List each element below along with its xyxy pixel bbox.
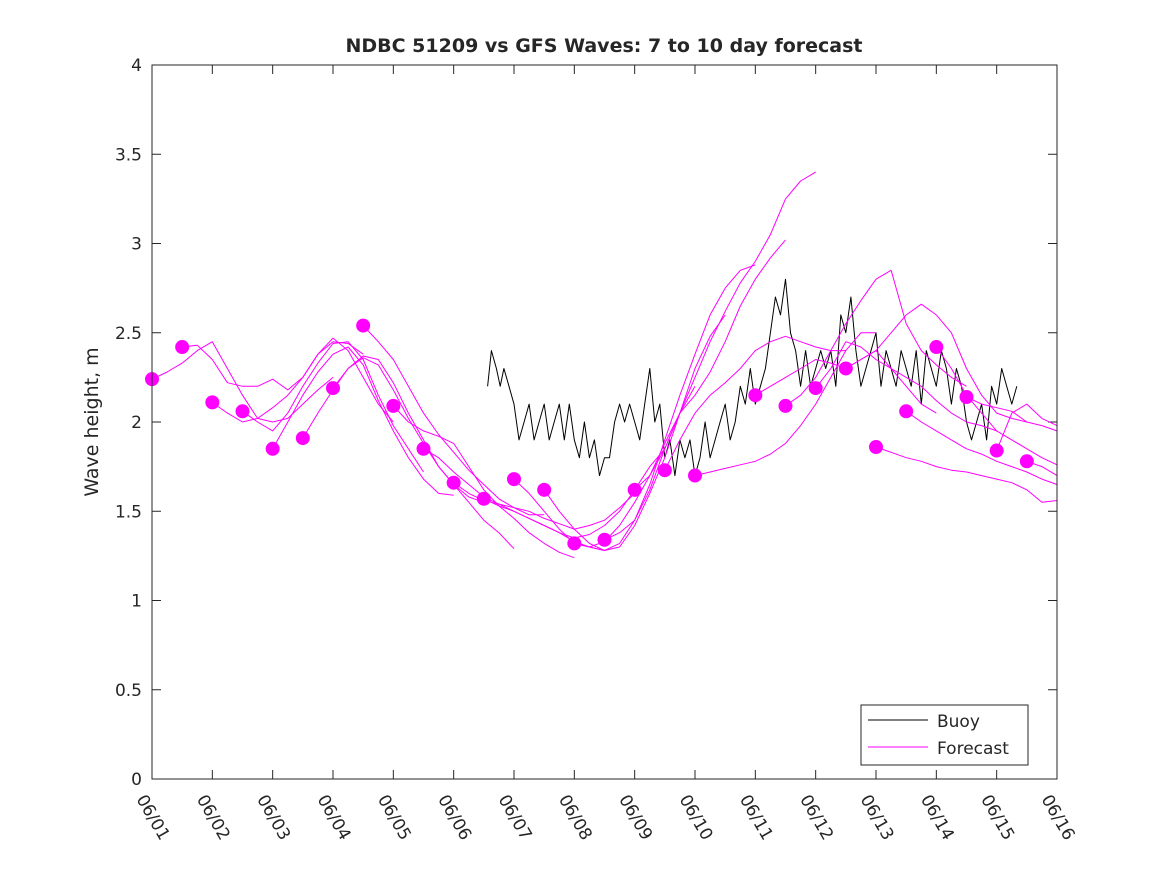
- forecast-series-line: [966, 396, 1058, 432]
- forecast-series-line: [242, 341, 424, 473]
- forecast-marker: [869, 439, 883, 454]
- forecast-series-line: [664, 335, 846, 471]
- forecast-marker: [778, 398, 793, 413]
- legend-box: [860, 704, 1029, 766]
- y-tick-label: 1.5: [115, 502, 142, 522]
- y-axis-ticks: 0 0.5 1 1.5 2 2.5 3 3.5 4: [115, 56, 1057, 790]
- forecast-series-line: [604, 239, 786, 541]
- forecast-marker: [627, 482, 642, 497]
- forecast-marker: [326, 381, 340, 396]
- forecast-marker: [205, 395, 220, 410]
- y-tick-label: 0: [131, 770, 142, 790]
- forecast-marker: [1019, 454, 1034, 469]
- forecast-series-line: [815, 341, 997, 432]
- y-tick-label: 0.5: [115, 681, 142, 701]
- y-tick-label: 2: [131, 413, 142, 433]
- y-tick-label: 3.5: [115, 145, 142, 165]
- forecast-markers: [145, 318, 1034, 551]
- y-tick-label: 4: [131, 56, 142, 76]
- forecast-series-line: [694, 332, 876, 477]
- y-tick-label: 1: [131, 592, 142, 612]
- forecast-marker: [507, 472, 521, 487]
- y-tick-label: 2.5: [115, 324, 142, 344]
- forecast-series-line: [935, 346, 1058, 466]
- forecast-series-line: [785, 269, 967, 407]
- forecast-marker: [416, 441, 431, 456]
- forecast-series-line: [875, 446, 1058, 503]
- forecast-series-line: [151, 341, 334, 423]
- forecast-series-line: [634, 171, 816, 491]
- forecast-series-line: [332, 355, 515, 550]
- forecast-marker: [446, 475, 461, 490]
- forecast-marker: [597, 532, 612, 547]
- forecast-series-line: [182, 341, 364, 391]
- legend: Buoy Forecast: [860, 704, 1029, 766]
- legend-label-buoy: Buoy: [937, 712, 980, 732]
- forecast-marker: [356, 318, 371, 333]
- forecast-marker: [476, 491, 491, 506]
- forecast-series-line: [905, 410, 1058, 485]
- forecast-marker: [175, 340, 190, 355]
- forecast-marker: [235, 404, 250, 419]
- forecast-series-line: [996, 403, 1058, 451]
- legend-label-forecast: Forecast: [937, 739, 1009, 759]
- chart-title: NDBC 51209 vs GFS Waves: 7 to 10 day for…: [345, 35, 862, 57]
- forecast-marker: [989, 443, 1004, 458]
- forecast-marker: [567, 536, 582, 551]
- forecast-marker: [838, 361, 853, 376]
- forecast-series-line: [392, 405, 575, 559]
- forecast-marker: [808, 381, 823, 396]
- forecast-marker: [386, 398, 401, 413]
- y-axis-label: Wave height, m: [81, 347, 103, 496]
- forecast-series-line: [574, 264, 756, 551]
- forecast-marker: [899, 404, 914, 419]
- forecast-marker: [265, 441, 280, 456]
- forecast-marker: [959, 390, 974, 405]
- plot-frame: [151, 64, 1058, 780]
- forecast-series-line: [212, 337, 394, 423]
- forecast-series-line: [543, 314, 726, 551]
- forecast-marker: [748, 388, 763, 403]
- forecast-marker: [537, 482, 552, 497]
- y-tick-label: 3: [131, 235, 142, 255]
- forecast-marker: [929, 340, 944, 355]
- forecast-marker: [295, 431, 310, 446]
- forecast-marker: [657, 463, 672, 478]
- forecast-marker: [688, 468, 702, 483]
- plot-area: [152, 65, 1057, 779]
- forecast-series-line: [272, 346, 454, 496]
- forecast-series-line: [845, 303, 1027, 423]
